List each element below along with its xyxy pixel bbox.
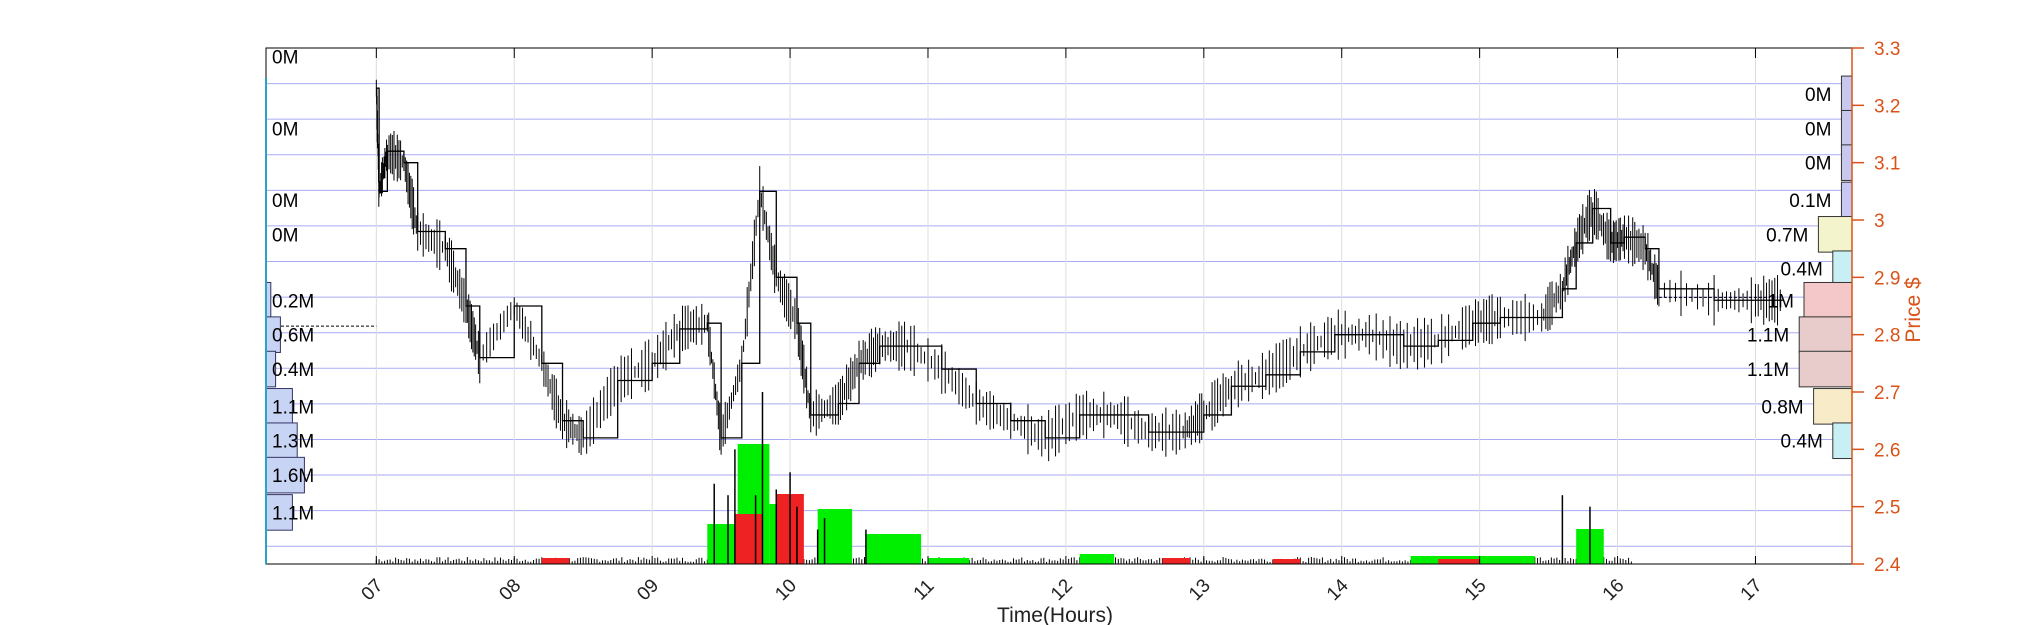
right-profile-bar <box>1840 181 1853 219</box>
y-tick-label: 2.5 <box>1874 498 1900 519</box>
right-profile-bar <box>1840 109 1853 147</box>
left-profile-bar <box>265 494 293 531</box>
y-axis-ticks-right: 2.4 2.5 2.6 2.7 2.8 2.9 3 3.1 3.2 3.3 <box>1852 39 1901 576</box>
x-tick-label: 13 <box>1185 575 1215 605</box>
right-profile-label: 0M <box>1805 85 1831 106</box>
right-profile-bar <box>1840 144 1853 181</box>
right-profile-bar <box>1832 422 1853 460</box>
left-profile-bar <box>265 456 305 494</box>
vertical-grid <box>375 48 1756 564</box>
left-profile-bar <box>265 388 293 425</box>
x-tick-label: 16 <box>1599 575 1629 605</box>
right-profile-bar <box>1798 350 1853 388</box>
plot-axes <box>265 47 1853 565</box>
left-profile-label: 0.2M <box>272 291 314 312</box>
right-profile-label: 0.4M <box>1781 260 1823 281</box>
x-tick-label: 11 <box>910 576 939 605</box>
volume-block-up <box>927 558 970 564</box>
plot-frame <box>265 47 1853 565</box>
left-profile-label: 1.3M <box>272 432 314 453</box>
y-tick-label: 3.3 <box>1874 39 1900 60</box>
right-profile-bar <box>1813 388 1853 425</box>
right-profile-label: 0.8M <box>1761 397 1803 418</box>
x-tick-label: 08 <box>495 575 525 605</box>
x-tick-label: 17 <box>1737 575 1767 605</box>
right-profile-label: 0.7M <box>1766 225 1808 246</box>
x-tick-label: 10 <box>771 575 801 605</box>
y-tick-label: 3.2 <box>1874 96 1900 117</box>
left-profile-label: 1.6M <box>272 466 314 487</box>
right-volume-profile: 0M 0M 0M 0.1M 0.7M 0.4M 1M 1.1M 1.1M 0.8M 0.4M <box>1747 75 1853 460</box>
volume-bars <box>375 392 1632 564</box>
x-tick-label: 15 <box>1461 575 1491 605</box>
left-profile-label: 0.4M <box>272 360 314 381</box>
left-profile-label: 1.1M <box>272 503 314 524</box>
right-profile-label: 1M <box>1768 291 1794 312</box>
volume-block-down <box>1162 558 1191 564</box>
y-tick-label: 2.6 <box>1874 440 1900 461</box>
left-profile-label: 0M <box>272 119 298 140</box>
x-tick-label: 07 <box>358 575 388 605</box>
left-profile-label: 0.6M <box>272 326 314 347</box>
volume-block-down <box>1438 559 1480 564</box>
volume-block-up <box>817 509 853 564</box>
left-profile-label: 1.1M <box>272 397 314 418</box>
price-series <box>266 79 1784 462</box>
y-tick-label: 2.7 <box>1874 383 1900 404</box>
right-profile-label: 1.1M <box>1747 360 1789 381</box>
x-axis-title: Time(Hours) <box>997 604 1113 625</box>
y-tick-label: 2.8 <box>1874 326 1900 347</box>
left-profile-label: 0M <box>272 48 298 69</box>
y-tick-label: 3.1 <box>1874 154 1900 175</box>
left-profile-label: 0M <box>272 191 298 212</box>
right-profile-label: 1.1M <box>1747 326 1789 347</box>
y-tick-label: 3 <box>1874 211 1885 232</box>
left-profile-bar <box>265 422 298 460</box>
volume-block-up <box>1079 554 1115 564</box>
x-axis-ticks: 07 08 09 10 11 12 13 14 15 16 17 <box>358 48 1767 605</box>
right-profile-bar <box>1803 281 1853 319</box>
left-volume-profile: 0M 0M 0M 0M 0.2M 0.6M 0.4M 1.1M 1.3M 1.6M 1.1M <box>265 48 314 531</box>
x-tick-label: 14 <box>1323 575 1353 605</box>
volume-block-down <box>734 514 763 564</box>
right-profile-bar <box>1840 75 1853 113</box>
right-profile-bar <box>1832 250 1853 288</box>
volume-block-down <box>541 558 570 564</box>
right-profile-label: 0.1M <box>1789 191 1831 212</box>
volume-block-down <box>1272 559 1301 564</box>
x-tick-label: 09 <box>633 575 663 605</box>
right-profile-label: 0M <box>1805 119 1831 140</box>
y-axis-title-right: Price $ <box>1902 277 1925 343</box>
right-profile-label: 0.4M <box>1781 432 1823 453</box>
x-tick-label: 12 <box>1047 575 1077 605</box>
left-profile-label: 0M <box>272 225 298 246</box>
y-tick-label: 2.4 <box>1874 555 1901 576</box>
right-profile-bar <box>1817 216 1853 253</box>
right-profile-label: 0M <box>1805 154 1831 175</box>
volume-block-up <box>865 534 922 564</box>
y-tick-label: 2.9 <box>1874 268 1900 289</box>
right-profile-bar <box>1798 316 1853 353</box>
